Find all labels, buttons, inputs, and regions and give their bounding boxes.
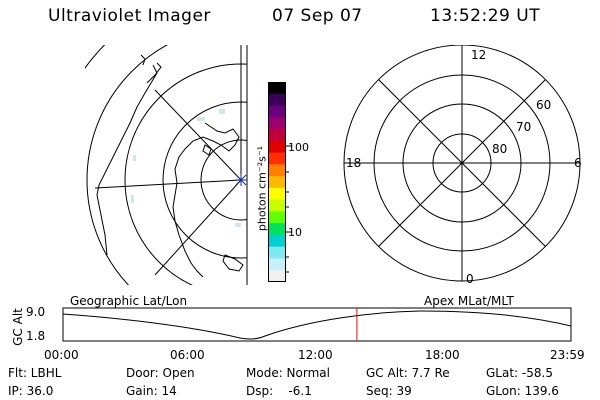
mlat-label-70: 70 xyxy=(516,120,531,134)
mlt-label-18: 18 xyxy=(346,156,361,170)
geographic-map-panel xyxy=(85,45,248,285)
aurora-speckle xyxy=(131,109,241,227)
pole-marker xyxy=(235,174,247,186)
colorbar-stripe xyxy=(268,258,286,271)
geographic-caption: Geographic Lat/Lon xyxy=(70,294,188,308)
mlt-label-0: 0 xyxy=(466,272,474,285)
info-glat: GLat: -58.5 xyxy=(486,366,553,380)
mlt-label-12: 12 xyxy=(471,48,486,62)
mlat-label-80: 80 xyxy=(492,142,507,156)
coastline xyxy=(172,122,240,278)
coastline xyxy=(202,144,212,156)
meridian-line xyxy=(154,179,242,276)
header-date: 07 Sep 07 xyxy=(272,6,363,26)
colorbar-stripe xyxy=(268,234,286,248)
meridian-line xyxy=(154,89,242,181)
timeline-frame xyxy=(62,307,572,342)
timeline-x-tick-1: 06:00 xyxy=(170,348,205,362)
timeline-y-tick-bottom: 1.8 xyxy=(26,329,46,343)
timeline-x-tick-0: 00:00 xyxy=(44,348,79,362)
colorbar-stripe xyxy=(268,246,286,259)
mlt-line xyxy=(378,79,546,247)
info-glon: GLon: 139.6 xyxy=(486,384,559,398)
info-door: Door: Open xyxy=(126,366,195,380)
colorbar-stripe xyxy=(268,164,286,177)
coastline xyxy=(146,62,162,84)
colorbar-tick-10: 10 xyxy=(288,226,302,239)
timeline-x-tick-3: 18:00 xyxy=(425,348,460,362)
colorbar-stripe xyxy=(268,176,286,189)
colorbar-stripe xyxy=(268,105,286,118)
colorbar-stripe xyxy=(268,223,286,236)
coastline xyxy=(96,64,158,256)
lat-circle xyxy=(85,45,106,69)
colorbar-stripe xyxy=(268,82,286,95)
mlt-label-6: 6 xyxy=(574,156,582,170)
colorbar-stripe xyxy=(268,117,286,130)
gc-alt-curve xyxy=(62,310,572,340)
info-dsp: Dsp: -6.1 xyxy=(246,384,312,398)
colorbar-unit-label: photon cm⁻²s⁻¹ xyxy=(255,145,269,232)
colorbar-stripe xyxy=(268,211,286,224)
timeline-y-tick-top: 9.0 xyxy=(26,305,46,319)
colorbar-stripe xyxy=(268,93,286,107)
apex-caption: Apex MLat/MLT xyxy=(424,294,514,308)
app-title: Ultraviolet Imager xyxy=(48,6,211,26)
info-filter: Flt: LBHL xyxy=(8,366,62,380)
meridian-line xyxy=(94,179,242,189)
colorbar-stripe xyxy=(268,152,286,165)
colorbar-stripe xyxy=(268,187,286,201)
timeline-x-tick-4: 23:59 xyxy=(550,348,585,362)
info-mode: Mode: Normal xyxy=(246,366,330,380)
coastline xyxy=(222,254,244,272)
colorbar-stripe xyxy=(268,129,286,142)
mlat-label-60: 60 xyxy=(536,98,551,112)
timeline-x-tick-2: 12:00 xyxy=(298,348,333,362)
polar-mlt-panel: 12 18 6 0 60 70 80 xyxy=(343,45,582,285)
colorbar-stripe xyxy=(268,140,286,154)
info-ip: IP: 36.0 xyxy=(8,384,54,398)
colorbar-gradient xyxy=(268,82,286,283)
timeline-plot xyxy=(62,307,572,342)
colorbar-stripe xyxy=(268,270,286,283)
colorbar xyxy=(268,82,286,283)
colorbar-stripe xyxy=(268,199,286,212)
coastline xyxy=(140,54,146,66)
colorbar-tick-100: 100 xyxy=(288,141,309,154)
header-time: 13:52:29 UT xyxy=(430,6,541,26)
info-gc-alt: GC Alt: 7.7 Re xyxy=(366,366,450,380)
info-seq: Seq: 39 xyxy=(366,384,412,398)
info-gain: Gain: 14 xyxy=(126,384,177,398)
colorbar-axis xyxy=(286,145,292,273)
lat-circle xyxy=(86,45,169,285)
timeline-y-label: GC Alt xyxy=(11,308,25,346)
